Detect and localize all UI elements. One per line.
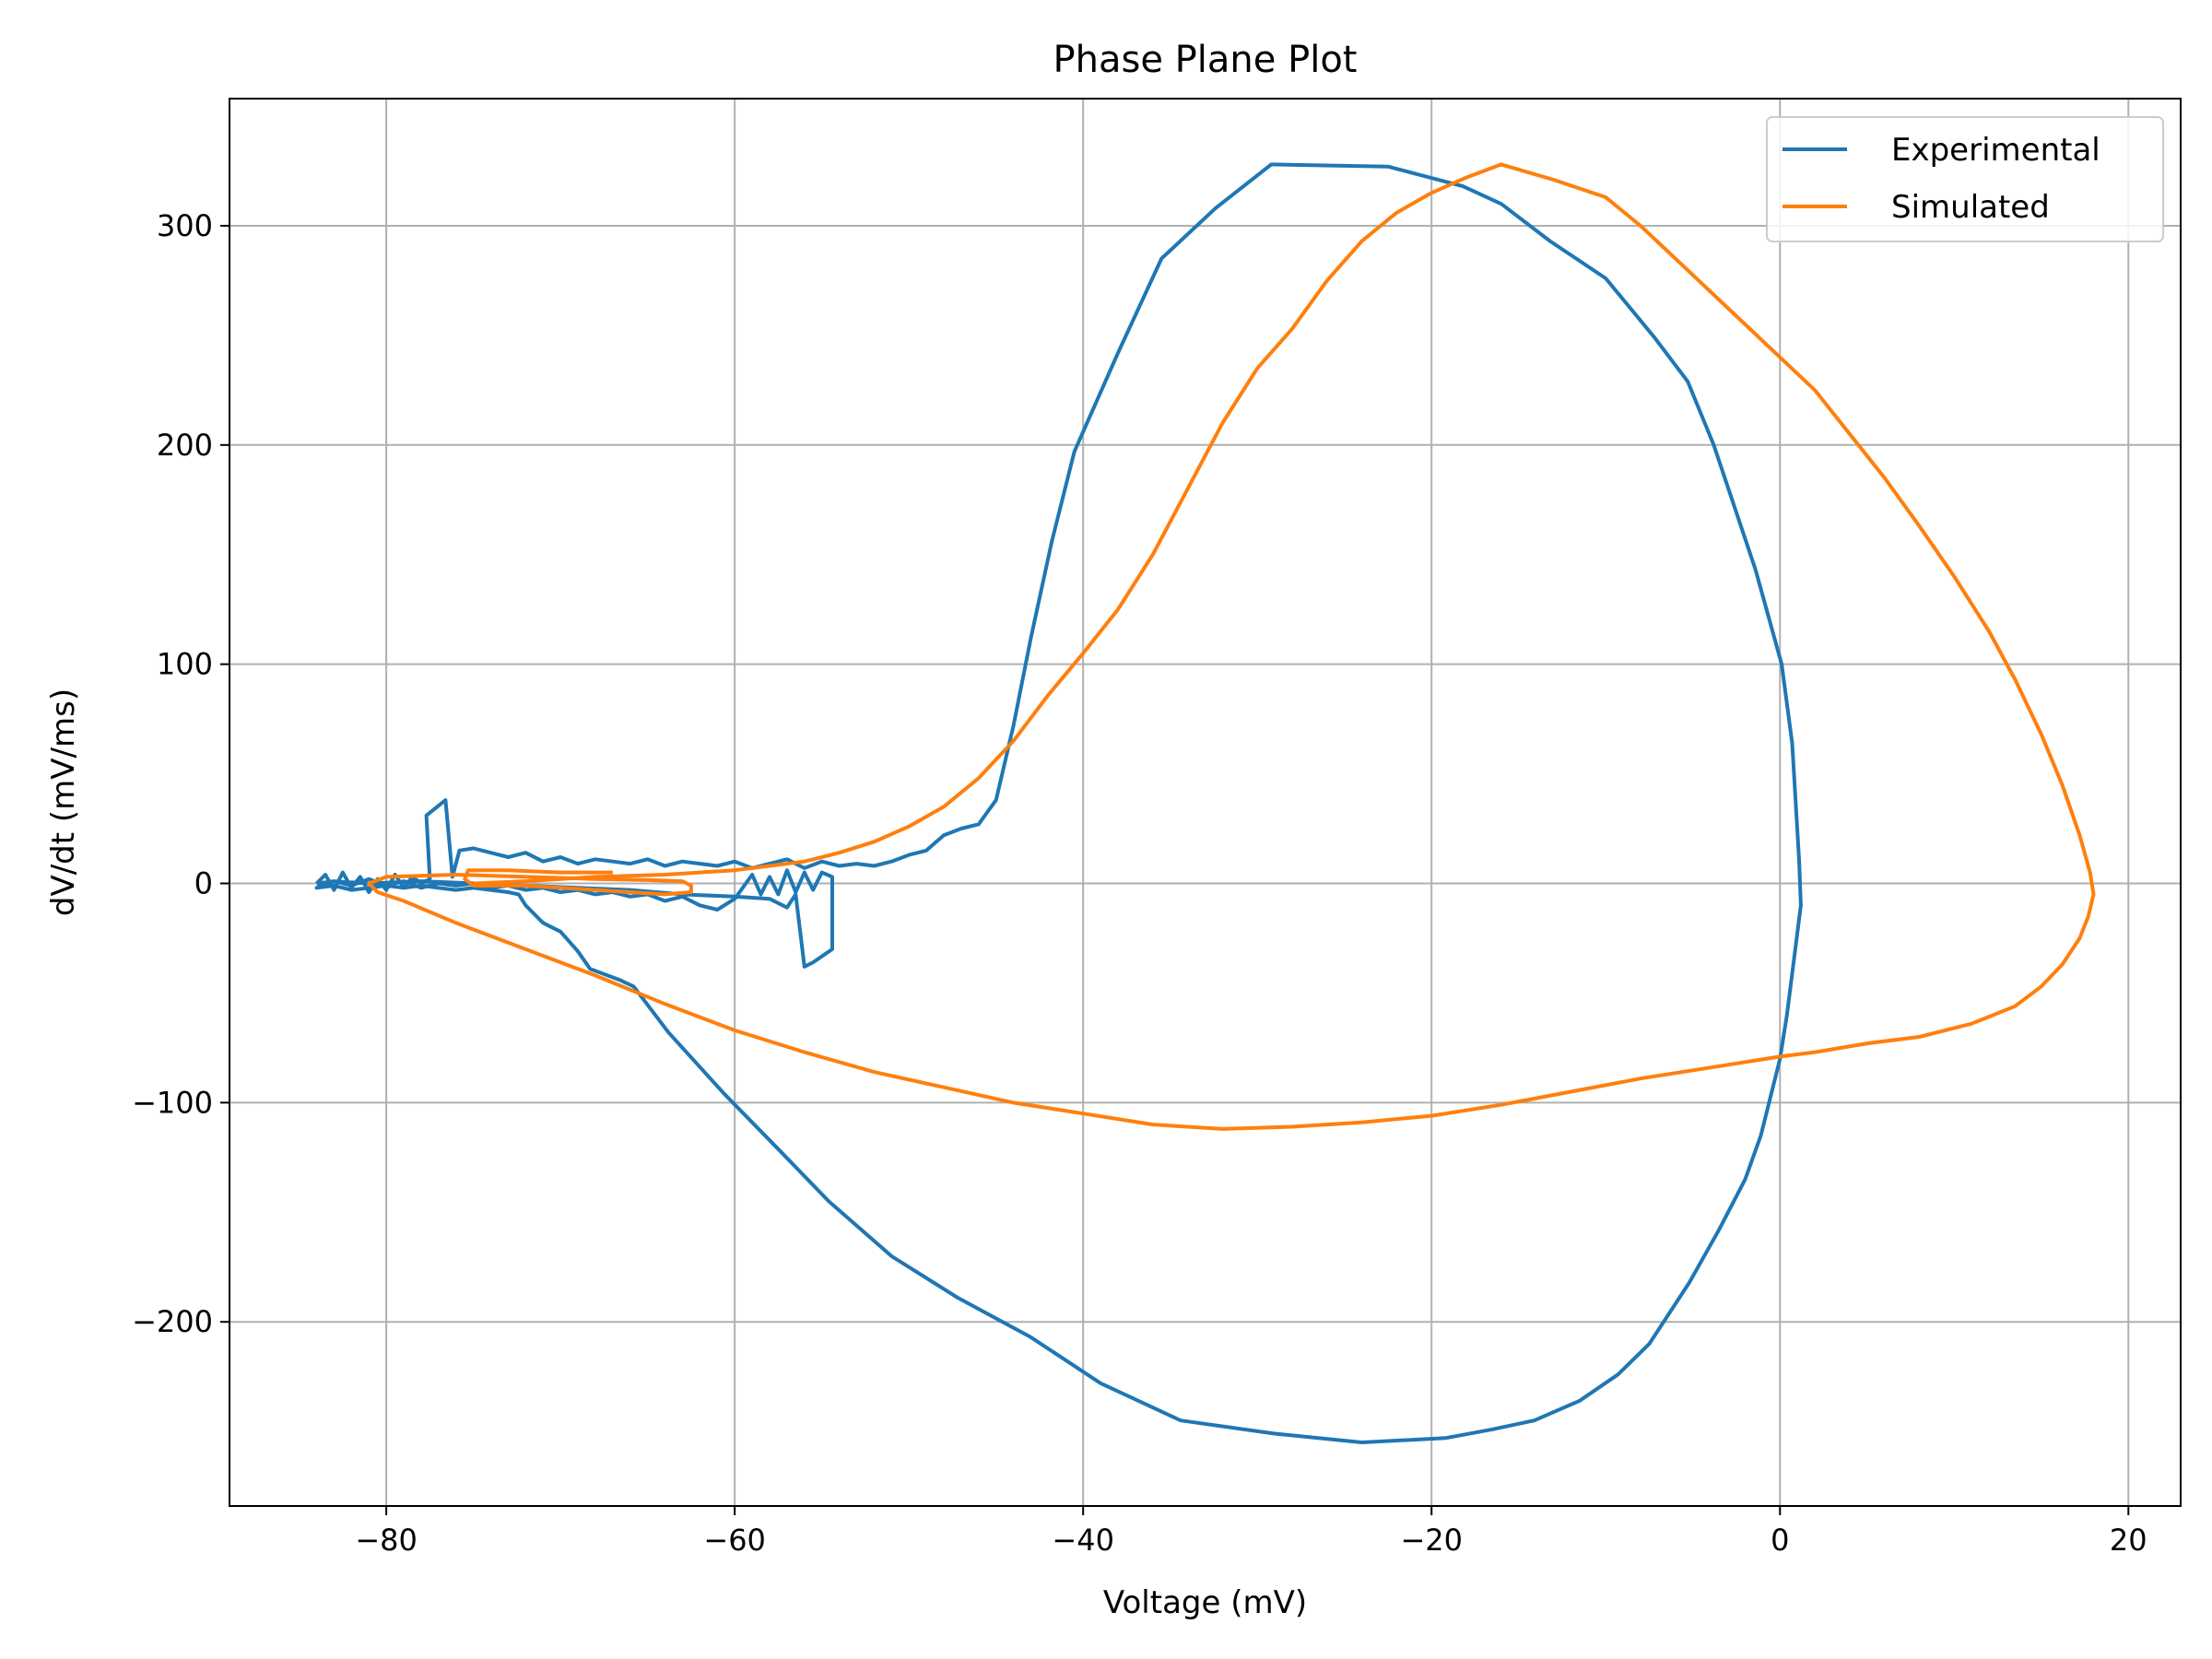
x-tick-label: 0: [1771, 1523, 1789, 1558]
grid-lines: [229, 99, 2181, 1506]
y-tick-label: 300: [157, 208, 213, 243]
x-tick-label: −60: [703, 1523, 766, 1558]
x-axis-label: Voltage (mV): [1103, 1584, 1307, 1621]
y-tick-label: 200: [157, 428, 213, 463]
y-tick-label: 0: [194, 866, 213, 901]
legend-box: [1766, 116, 2164, 242]
y-tick-label: −200: [132, 1304, 213, 1339]
series-line-experimental: [314, 162, 1803, 1444]
series-line-simulated: [367, 162, 2096, 1131]
series-lines: [314, 162, 2096, 1444]
x-tick-label: 20: [2110, 1523, 2147, 1558]
chart-title: Phase Plane Plot: [1053, 39, 1358, 81]
x-tick-label: −80: [355, 1523, 418, 1558]
x-tick-label: −20: [1400, 1523, 1463, 1558]
x-tick-label: −40: [1052, 1523, 1114, 1558]
legend-label-simulated: Simulated: [1891, 189, 2050, 226]
y-axis-label: dV/dt (mV/ms): [45, 688, 82, 916]
y-tick-label: 100: [157, 647, 213, 682]
legend: Experimental Simulated: [1766, 116, 2164, 242]
plot-area-frame: [229, 98, 2182, 1507]
legend-label-experimental: Experimental: [1891, 132, 2100, 169]
y-tick-label: −100: [132, 1085, 213, 1120]
